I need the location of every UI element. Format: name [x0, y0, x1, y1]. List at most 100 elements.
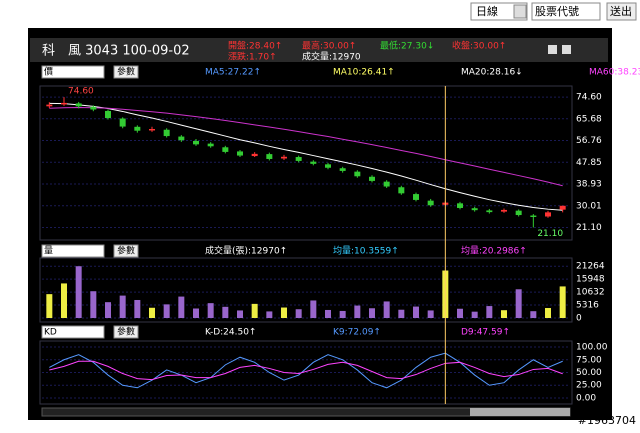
y-tick-label: 15948 [576, 275, 605, 285]
y-tick-label: 0.00 [576, 393, 596, 403]
param-button[interactable] [113, 65, 139, 79]
submit-button[interactable] [606, 2, 637, 21]
candle-body [134, 126, 141, 131]
candle-body [310, 161, 317, 164]
y-tick-label: 21.10 [576, 223, 602, 233]
candle-body [515, 210, 522, 216]
series-line [49, 102, 563, 211]
volume-bar [61, 283, 67, 318]
volume-bar [354, 305, 361, 318]
quote-text: 收盤:30.00↑ [452, 40, 506, 52]
volume-bar [471, 311, 478, 318]
volume-bar [178, 296, 185, 318]
indicator-label: K-D:24.50↑ [205, 328, 256, 338]
volume-bar [90, 291, 97, 318]
candle-body [501, 209, 507, 212]
indicator-label: MA10:26.41↑ [333, 68, 395, 78]
series-line [49, 360, 563, 381]
candle-body [295, 157, 302, 161]
candle-body [193, 140, 199, 145]
candle-body [222, 147, 229, 152]
indicator-label: 均量:10.3559↑ [333, 245, 399, 257]
candle-body [530, 215, 537, 217]
submit-text: 送出 [610, 4, 632, 18]
candle-body [471, 208, 478, 211]
volume-bar [46, 294, 53, 318]
stock-input[interactable] [531, 2, 601, 21]
candle-body [237, 151, 243, 156]
scroll-thumb[interactable] [470, 408, 570, 416]
indicator-select-text: KD [44, 328, 57, 338]
indicator-select[interactable] [41, 65, 105, 79]
zoom-in[interactable] [548, 45, 557, 54]
indicator-label: D9:47.59↑ [461, 328, 510, 338]
candle-body [369, 176, 375, 181]
panel-frame [39, 85, 573, 241]
candle-body [207, 143, 214, 147]
volume-bar [105, 302, 111, 318]
candle-body [178, 136, 185, 141]
y-tick-label: 100.00 [576, 343, 608, 353]
y-tick-label: 21264 [576, 262, 605, 272]
candle-body [163, 129, 170, 137]
candle-body [325, 164, 331, 168]
indicator-select[interactable] [41, 325, 105, 339]
candle-body [105, 110, 111, 119]
y-tick-label: 65.68 [576, 114, 602, 124]
panel-frame [39, 340, 573, 405]
candle-body [486, 210, 493, 213]
y-tick-label: 38.93 [576, 180, 602, 190]
indicator-select[interactable] [41, 244, 105, 258]
indicator-label: MA20:28.16↓ [461, 68, 523, 78]
volume-bar [207, 303, 214, 318]
series-line [49, 107, 563, 187]
candle-body [119, 118, 126, 127]
indicator-label: K9:72.09↑ [333, 328, 381, 338]
indicator-select-text: 價 [44, 67, 53, 78]
panel-frame [39, 257, 573, 323]
zoom-out[interactable] [562, 45, 571, 54]
series-line [49, 352, 563, 389]
watermark: #1963704 [578, 414, 636, 427]
y-tick-label: 50.00 [576, 368, 602, 378]
indicator-label: 均量:20.2986↑ [461, 245, 527, 257]
annotation: 74.60 [68, 87, 94, 97]
volume-bar [237, 310, 243, 318]
candle-body [46, 104, 53, 107]
volume-bar [559, 286, 566, 318]
candle-body [545, 212, 551, 217]
chart-title: 科 風 3043 100-09-02 [42, 44, 190, 59]
indicator-label: MA60:38.23↓ [589, 68, 640, 78]
candle-body [413, 194, 419, 200]
param-button[interactable] [113, 325, 139, 339]
volume-bar [193, 308, 199, 318]
chart-background [28, 28, 612, 420]
candle-body [90, 106, 97, 110]
y-tick-label: 75.00 [576, 355, 602, 365]
volume-bar [281, 307, 287, 318]
volume-bar [325, 309, 331, 318]
y-tick-label: 25.00 [576, 381, 602, 391]
volume-bar [530, 311, 537, 318]
param-button[interactable] [113, 244, 139, 258]
volume-bar [266, 311, 273, 318]
title-bar [30, 38, 608, 62]
volume-bar [369, 308, 375, 318]
quote-text: 開盤:28.40↑ [228, 40, 282, 52]
volume-bar [75, 266, 82, 318]
volume-bar [134, 299, 141, 318]
candle-body [266, 154, 273, 159]
y-tick-label: 74.60 [576, 93, 602, 103]
volume-bar [251, 303, 258, 318]
y-tick-label: 56.76 [576, 136, 602, 146]
period-select[interactable] [470, 2, 528, 21]
quote-text: 漲跌:1.70↑ [228, 52, 277, 63]
select-arrow [513, 4, 527, 19]
candle-body [149, 128, 155, 131]
volume-bar [457, 308, 463, 318]
param-button-text: 參數 [117, 245, 135, 257]
indicator-label: MA5:27.22↑ [205, 68, 261, 78]
candle-body [75, 103, 82, 107]
